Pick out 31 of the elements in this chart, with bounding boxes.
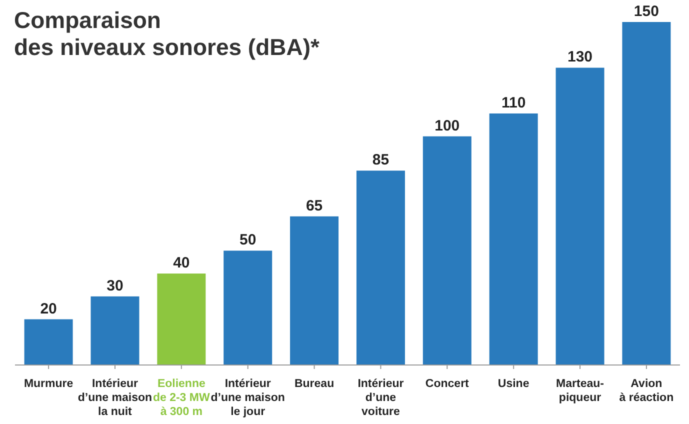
- bar: [90, 296, 140, 365]
- bar: [24, 319, 73, 365]
- x-tick-label: Intérieur d’une maison le jour: [210, 378, 285, 418]
- bar: [224, 250, 272, 365]
- chart-title: Comparaison des niveaux sonores (dBA)*: [14, 7, 320, 60]
- x-tick-label: Marteau- piqueur: [556, 378, 604, 404]
- data-label: 150: [634, 3, 659, 20]
- x-tick-label: Concert: [425, 378, 470, 390]
- x-tick-label: Usine: [498, 378, 530, 390]
- data-label: 100: [434, 117, 460, 134]
- bar: [422, 136, 472, 365]
- data-label: 65: [306, 197, 323, 214]
- data-label: 40: [173, 254, 190, 272]
- x-tick-label: Bureau: [294, 378, 334, 390]
- bar: [622, 22, 671, 365]
- x-tick-label: Intérieur d’une voiture: [358, 378, 404, 418]
- bar: [356, 170, 405, 365]
- data-label: 85: [372, 152, 390, 169]
- data-label: 20: [40, 300, 57, 318]
- x-tick-label: Intérieur d’une maison la nuit: [78, 378, 152, 418]
- bar: [290, 216, 339, 365]
- data-label: 110: [501, 94, 526, 112]
- data-label: 130: [568, 48, 593, 66]
- x-tick-label: Murmure: [24, 378, 74, 390]
- x-tick-label: Eolienne de 2-3 MW à 300 m: [152, 378, 210, 418]
- data-label: 30: [106, 277, 124, 294]
- data-label: 50: [240, 232, 256, 249]
- bar: [556, 68, 604, 365]
- x-tick-label: Avion à réaction: [619, 378, 674, 404]
- bar: [157, 274, 206, 365]
- bar: [489, 113, 538, 365]
